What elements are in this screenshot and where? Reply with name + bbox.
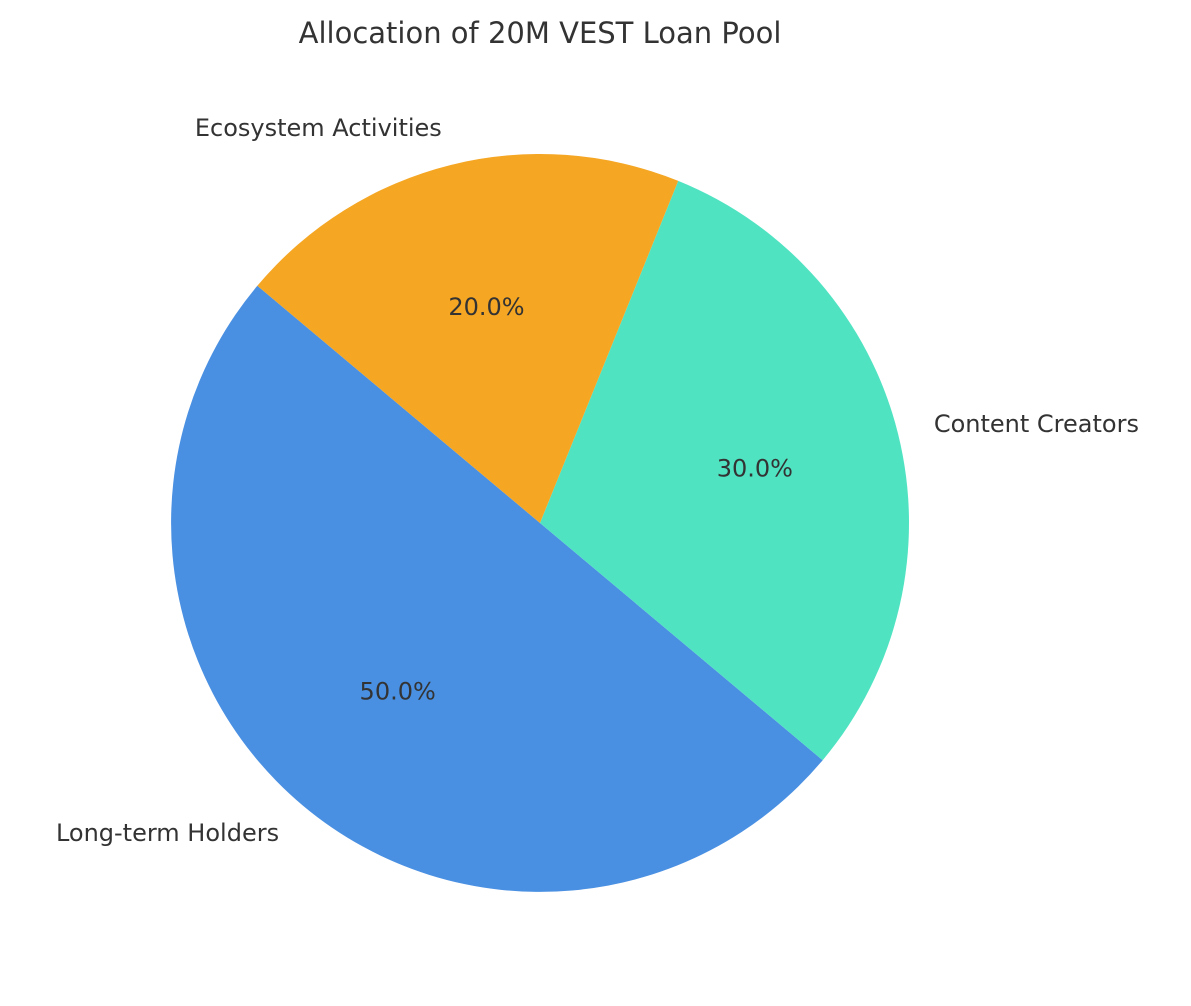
slice-label: Content Creators [934, 410, 1139, 438]
slice-percent: 30.0% [717, 454, 793, 482]
pie-slice [257, 153, 679, 523]
pie-slice [540, 180, 909, 761]
slice-percent: 20.0% [448, 293, 524, 321]
slice-label: Ecosystem Activities [195, 114, 442, 142]
chart-title: Allocation of 20M VEST Loan Pool [299, 16, 782, 50]
slice-percent: 50.0% [360, 678, 436, 706]
pie-slice [171, 285, 823, 892]
slice-label: Long-term Holders [56, 819, 279, 847]
